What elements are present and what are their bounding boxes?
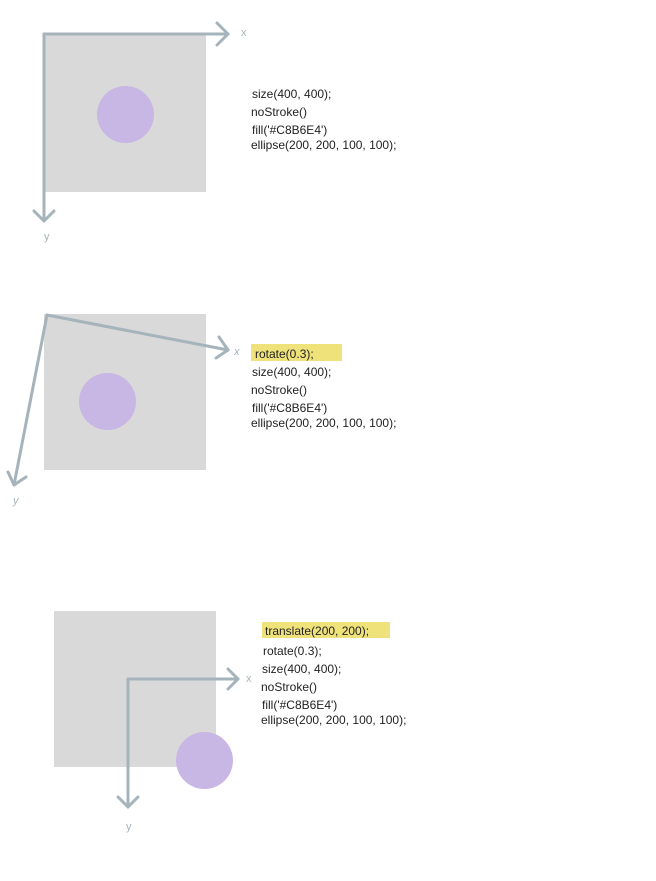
y-axis-arrowhead-panel-1	[32, 209, 56, 223]
code-line-fill-panel-1: fill('#C8B6E4')	[252, 123, 328, 137]
code-line-nostroke-panel-1: noStroke()	[251, 105, 308, 119]
code-line-fill-panel-2: fill('#C8B6E4')	[252, 401, 328, 415]
x-axis-arrowhead-panel-2	[214, 335, 230, 360]
ellipse-panel-2	[79, 373, 136, 430]
code-line-rotate-panel-2: rotate(0.3);	[255, 347, 314, 361]
x-axis-panel-2	[45, 313, 230, 352]
y-axis-label-panel-3: y	[126, 821, 132, 833]
y-axis-label-panel-2: y	[13, 495, 19, 507]
code-line-rotate-panel-3: rotate(0.3);	[263, 644, 322, 658]
code-line-size-panel-3: size(400, 400);	[262, 662, 342, 676]
y-axis-arrowhead-panel-2	[6, 470, 28, 487]
code-line-ellipse-panel-1: ellipse(200, 200, 100, 100);	[251, 138, 397, 152]
y-axis-label-panel-1: y	[44, 231, 50, 243]
code-line-size-panel-1: size(400, 400);	[252, 87, 332, 101]
x-axis-label-panel-1: x	[241, 27, 247, 39]
code-line-nostroke-panel-3: noStroke()	[261, 680, 318, 694]
x-axis-arrowhead-panel-1	[215, 21, 230, 47]
y-axis-panel-2	[12, 313, 49, 487]
y-axis-arrowhead-panel-3	[116, 795, 140, 809]
axes-panel-3	[116, 667, 240, 809]
highlight-rotate-panel-2	[251, 344, 342, 361]
code-line-size-panel-2: size(400, 400);	[252, 365, 332, 379]
axes-panel-1	[32, 21, 230, 223]
code-line-fill-panel-3: fill('#C8B6E4')	[262, 698, 338, 712]
code-line-translate-panel-3: translate(200, 200);	[265, 624, 370, 638]
ellipse-panel-1	[97, 86, 154, 143]
code-line-nostroke-panel-2: noStroke()	[251, 383, 308, 397]
highlight-translate-panel-3	[262, 622, 390, 638]
x-axis-label-panel-3: x	[246, 673, 252, 685]
axes-panel-2	[6, 313, 230, 487]
ellipse-panel-3	[176, 732, 233, 789]
code-line-ellipse-panel-2: ellipse(200, 200, 100, 100);	[251, 416, 397, 430]
x-axis-label-panel-2: x	[234, 346, 240, 358]
x-axis-arrowhead-panel-3	[226, 667, 240, 691]
code-line-ellipse-panel-3: ellipse(200, 200, 100, 100);	[261, 713, 407, 727]
